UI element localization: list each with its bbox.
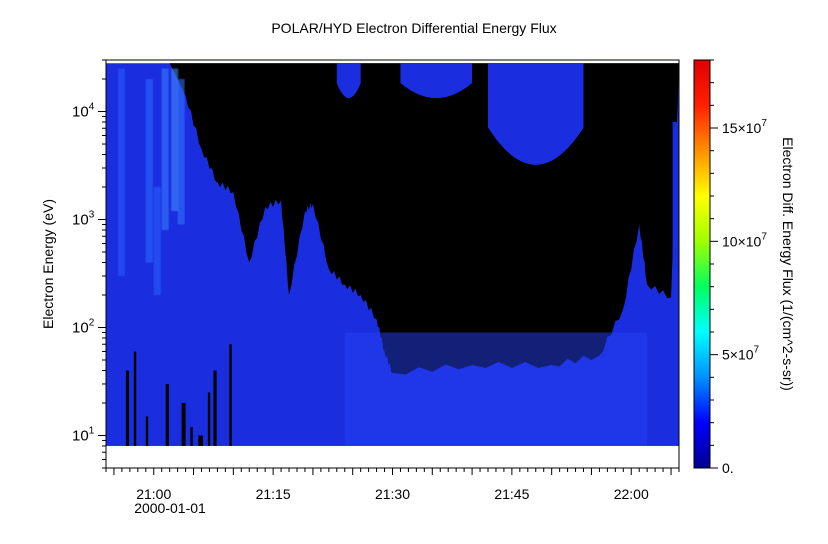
colorbar-tick-label: 10×107 <box>722 231 767 249</box>
spectrogram-image <box>106 63 679 446</box>
y-tick-label: 103 <box>72 210 95 229</box>
colorbar-tick-exponent: 7 <box>754 345 760 356</box>
y-tick-exponent: 1 <box>89 425 95 436</box>
flux-enhancement <box>171 68 179 211</box>
colorbar-tick-exponent: 7 <box>761 231 767 242</box>
axes: 101 102 103 104 21:00 21:15 21:30 21:45 22:00 <box>72 59 680 502</box>
x-tick-label: 21:15 <box>256 486 291 502</box>
data-gap <box>190 426 193 446</box>
data-gap <box>181 402 186 446</box>
low-energy-band <box>344 332 648 446</box>
colorbar-tick-exponent: 7 <box>761 118 767 129</box>
flux-island <box>488 63 584 165</box>
flux-enhancement <box>117 68 125 276</box>
data-gap <box>198 435 204 446</box>
data-gap <box>207 392 211 446</box>
colorbar-tick-label: 15×107 <box>722 118 767 136</box>
data-gap <box>213 370 217 446</box>
colorbar-tick-label: 5×107 <box>722 345 760 363</box>
flux-island <box>336 63 361 99</box>
x-tick-label: 21:45 <box>494 486 529 502</box>
chart-title: POLAR/HYD Electron Differential Energy F… <box>271 20 557 36</box>
y-tick-label: 102 <box>72 318 95 337</box>
flux-edge <box>672 121 679 295</box>
y-axis-label: Electron Energy (eV) <box>40 199 56 329</box>
data-gap <box>133 351 137 446</box>
flux-enhancement <box>145 79 153 263</box>
flux-island <box>400 63 473 99</box>
colorbar-tick-label: 0. <box>722 460 734 476</box>
x-axis-date-label: 2000-01-01 <box>134 500 206 516</box>
y-tick-exponent: 4 <box>89 102 95 113</box>
y-tick-exponent: 3 <box>89 210 95 221</box>
colorbar-label: Electron Diff. Energy Flux (1/(cm^2-s-sr… <box>780 137 796 391</box>
data-gap <box>125 370 130 446</box>
flux-enhancement <box>161 68 169 230</box>
data-gap <box>145 416 149 446</box>
colorbar-gradient <box>693 59 711 469</box>
flux-enhancement <box>153 187 161 295</box>
data-gap <box>165 383 169 446</box>
plot-area <box>106 63 679 446</box>
y-tick-label: 104 <box>72 102 95 121</box>
flux-enhancement <box>177 79 185 225</box>
x-tick-label: 22:00 <box>614 486 649 502</box>
x-tick-label: 21:30 <box>375 486 410 502</box>
colorbar: 0. 5×107 10×107 15×107 <box>693 59 767 476</box>
y-tick-exponent: 2 <box>89 318 95 329</box>
data-gap <box>229 344 232 446</box>
y-tick-label: 101 <box>72 425 95 444</box>
x-tick-label: 21:00 <box>136 486 171 502</box>
